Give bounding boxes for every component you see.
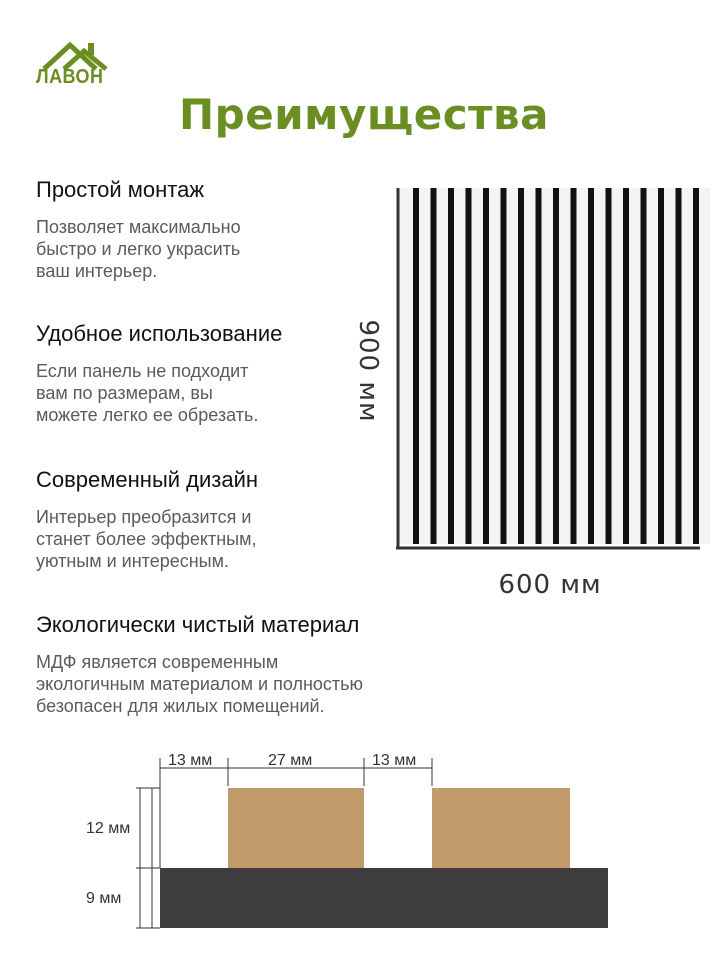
- dim-slat-height-label: 12 мм: [86, 820, 131, 837]
- panel-slat: [588, 188, 594, 544]
- panel-slat: [535, 188, 542, 544]
- panel-slat: [465, 188, 472, 544]
- feature-eco-material: Экологически чистый материал МДФ являетс…: [36, 612, 456, 717]
- panel-slat: [518, 188, 524, 544]
- panel-slat: [483, 188, 489, 544]
- panel-slat: [605, 188, 612, 544]
- panel-height-label: 900 мм: [353, 319, 383, 423]
- panel-diagram: [396, 188, 710, 550]
- feature-description: Позволяет максимально быстро и легко укр…: [36, 217, 241, 281]
- panel-slat: [430, 188, 437, 544]
- lavon-logo-house-icon: [42, 41, 108, 71]
- wood-slat: [228, 788, 364, 870]
- page-title: Преимущества: [179, 90, 549, 139]
- panel-slat: [500, 188, 507, 544]
- panel-slat: [675, 188, 682, 544]
- panel-width-label: 600 мм: [498, 570, 602, 600]
- panel-slat: [448, 188, 454, 544]
- panel-slat: [693, 188, 699, 544]
- panel-slat: [623, 188, 629, 544]
- feature-convenient-use: Удобное использование Если панель не под…: [36, 321, 396, 426]
- feature-modern-design: Современный дизайн Интерьер преобразится…: [36, 467, 396, 572]
- feature-description: МДФ является современным экологичным мат…: [36, 652, 364, 716]
- panel-slat: [640, 188, 647, 544]
- feature-title: Простой монтаж: [36, 177, 205, 202]
- panel-slat: [570, 188, 577, 544]
- feature-title: Экологически чистый материал: [36, 612, 360, 637]
- dim-slat-width-label: 27 мм: [268, 752, 313, 769]
- cross-section-diagram: [136, 758, 608, 929]
- feature-title: Удобное использование: [36, 321, 283, 346]
- panel-slat: [413, 188, 419, 544]
- dim-gap-label: 13 мм: [372, 752, 417, 769]
- feature-title: Современный дизайн: [36, 467, 259, 492]
- wood-slat: [432, 788, 570, 870]
- logo-text: ЛАВОН: [36, 66, 104, 88]
- panel-slat: [658, 188, 664, 544]
- feature-easy-installation: Простой монтаж Позволяет максимально быс…: [36, 177, 396, 282]
- feature-description: Интерьер преобразится и станет более эфф…: [36, 507, 257, 571]
- panel-slats: [413, 188, 699, 544]
- panel-slat: [553, 188, 559, 544]
- feature-description: Если панель не подходит вам по размерам,…: [36, 361, 259, 425]
- felt-base: [160, 868, 608, 928]
- dim-gap-label: 13 мм: [168, 752, 213, 769]
- dim-base-height-label: 9 мм: [86, 890, 122, 907]
